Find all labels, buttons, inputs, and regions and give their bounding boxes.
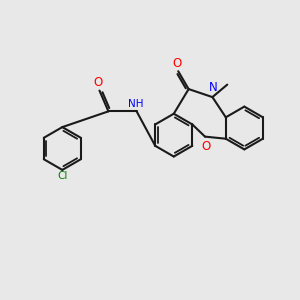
Text: N: N	[209, 81, 218, 94]
Text: O: O	[202, 140, 211, 153]
Text: Cl: Cl	[57, 171, 68, 182]
Text: O: O	[172, 57, 182, 70]
Text: O: O	[93, 76, 103, 89]
Text: NH: NH	[128, 99, 144, 109]
